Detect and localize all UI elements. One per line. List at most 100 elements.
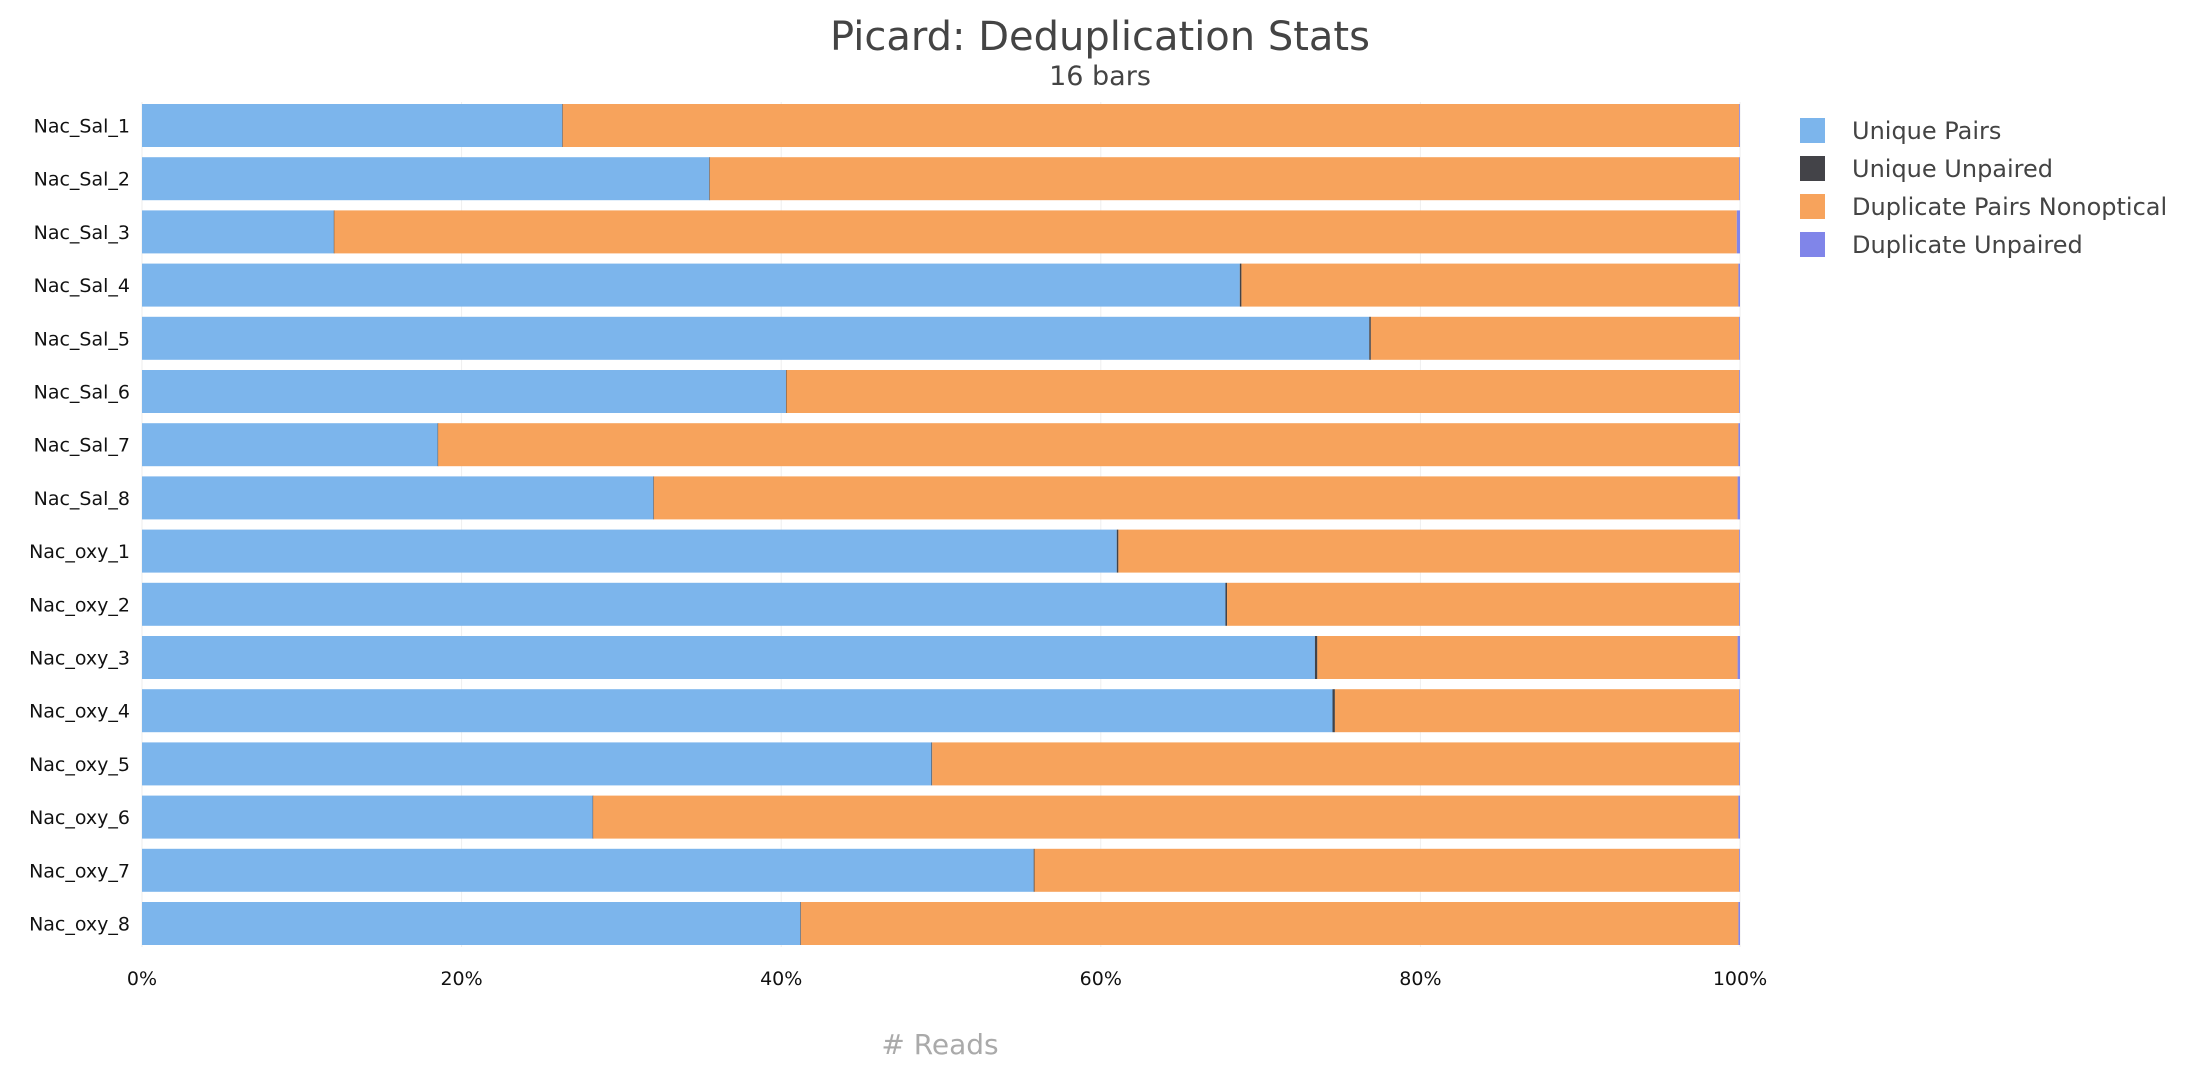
- bar-segment: [1225, 582, 1228, 626]
- y-axis-label: Nac_Sal_5: [34, 328, 130, 350]
- legend-swatch: [1800, 194, 1825, 219]
- y-axis-label: Nac_oxy_7: [29, 860, 130, 882]
- bar-segment: [142, 848, 1034, 892]
- bar-segment: [142, 157, 710, 201]
- legend-label: Unique Unpaired: [1852, 155, 2053, 183]
- bar-segment: [562, 104, 1740, 147]
- bar-segment: [1737, 476, 1740, 520]
- bar-segment: [1738, 263, 1740, 307]
- chart-title: Picard: Deduplication Stats: [830, 14, 1370, 60]
- bar-segment: [142, 795, 593, 839]
- x-axis-tick-label: 60%: [1080, 968, 1122, 990]
- y-axis-label: Nac_oxy_6: [29, 807, 130, 829]
- bar-segment: [334, 210, 1737, 254]
- legend-label: Duplicate Pairs Nonoptical: [1852, 193, 2167, 221]
- bar-segment: [142, 423, 438, 467]
- legend: Unique Pairs Unique Unpaired Duplicate Pai…: [1800, 117, 2167, 259]
- bar-segment: [142, 370, 786, 413]
- legend-swatch: [1800, 118, 1825, 143]
- bar-segment: [1241, 263, 1739, 307]
- bar-segment: [142, 529, 1117, 573]
- chart-subtitle: 16 bars: [1049, 61, 1151, 92]
- bar-segment: [438, 423, 1739, 467]
- bar-segment: [142, 104, 563, 147]
- bar-segment: [1033, 848, 1035, 892]
- bar-segment: [1369, 316, 1371, 360]
- x-axis-title: # Reads: [881, 1028, 998, 1061]
- y-axis-label: Nac_oxy_4: [29, 701, 130, 723]
- y-axis-label: Nac_Sal_3: [34, 222, 130, 244]
- bar-segment: [142, 902, 801, 945]
- bar-segment: [1739, 104, 1741, 147]
- bar-segment: [1239, 263, 1242, 307]
- y-axis-label: Nac_oxy_8: [29, 914, 130, 936]
- bar-segment: [1370, 316, 1740, 360]
- bar-segment: [931, 742, 933, 786]
- y-axis-label: Nac_oxy_3: [29, 648, 130, 670]
- bar-segment: [142, 636, 1315, 679]
- bar-segment: [1739, 316, 1741, 360]
- legend-label: Duplicate Unpaired: [1852, 231, 2083, 259]
- bars: [142, 104, 1741, 945]
- bar-segment: [1118, 529, 1740, 573]
- x-axis-tick-label: 40%: [760, 968, 802, 990]
- bar-segment: [1332, 689, 1335, 733]
- bar-segment: [142, 476, 654, 520]
- x-axis-tick-label: 0%: [127, 968, 157, 990]
- bar-segment: [142, 742, 932, 786]
- legend-swatch: [1800, 156, 1825, 181]
- legend-label: Unique Pairs: [1852, 117, 2001, 145]
- y-axis-label: Nac_oxy_5: [29, 754, 130, 776]
- bar-segment: [1739, 582, 1741, 626]
- bar-segment: [1739, 742, 1741, 786]
- bar-segment: [653, 476, 1738, 520]
- bar-segment: [1317, 636, 1738, 679]
- bar-segment: [800, 902, 802, 945]
- bar-segment: [786, 370, 1740, 413]
- y-axis-label: Nac_Sal_1: [34, 116, 130, 138]
- y-axis-label: Nac_Sal_8: [34, 488, 130, 510]
- bar-segment: [1116, 529, 1119, 573]
- bar-segment: [1736, 210, 1740, 254]
- bar-segment: [142, 689, 1333, 733]
- bar-segment: [593, 795, 1739, 839]
- y-axis-label: Nac_oxy_1: [29, 541, 130, 563]
- bar-segment: [142, 210, 334, 254]
- bar-segment: [1314, 636, 1318, 679]
- bar-segment: [1334, 689, 1740, 733]
- bar-segment: [142, 316, 1370, 360]
- bar-segment: [1227, 582, 1740, 626]
- bar-segment: [1738, 795, 1740, 839]
- bar-segment: [1739, 689, 1741, 733]
- y-axis-label: Nac_Sal_4: [34, 275, 130, 297]
- x-axis-ticks: 0% 20% 40% 60% 80% 100%: [127, 968, 1767, 990]
- bar-segment: [142, 263, 1240, 307]
- x-axis-tick-label: 100%: [1713, 968, 1767, 990]
- y-axis-label: Nac_Sal_2: [34, 169, 130, 191]
- bar-segment: [1738, 423, 1740, 467]
- bar-segment: [437, 423, 439, 467]
- x-axis-tick-label: 20%: [440, 968, 482, 990]
- bar-segment: [932, 742, 1740, 786]
- bar-segment: [1738, 902, 1740, 945]
- bar-segment: [562, 104, 564, 147]
- bar-segment: [142, 582, 1226, 626]
- bar-segment: [1739, 529, 1741, 573]
- bar-segment: [333, 210, 335, 254]
- bar-segment: [1739, 848, 1741, 892]
- bar-segment: [709, 157, 711, 201]
- y-axis-label: Nac_Sal_6: [34, 382, 130, 404]
- bar-segment: [1739, 157, 1741, 201]
- y-axis-labels: Nac_Sal_1 Nac_Sal_2 Nac_Sal_3 Nac_Sal_4 Nac_…: [29, 116, 130, 936]
- bar-segment: [1737, 636, 1740, 679]
- bar-segment: [653, 476, 655, 520]
- bar-segment: [592, 795, 594, 839]
- bar-segment: [800, 902, 1739, 945]
- legend-swatch: [1800, 232, 1825, 257]
- y-axis-label: Nac_Sal_7: [34, 435, 130, 457]
- x-axis-tick-label: 80%: [1399, 968, 1441, 990]
- y-axis-label: Nac_oxy_2: [29, 594, 130, 616]
- bar-segment: [785, 370, 787, 413]
- bar-segment: [1739, 370, 1741, 413]
